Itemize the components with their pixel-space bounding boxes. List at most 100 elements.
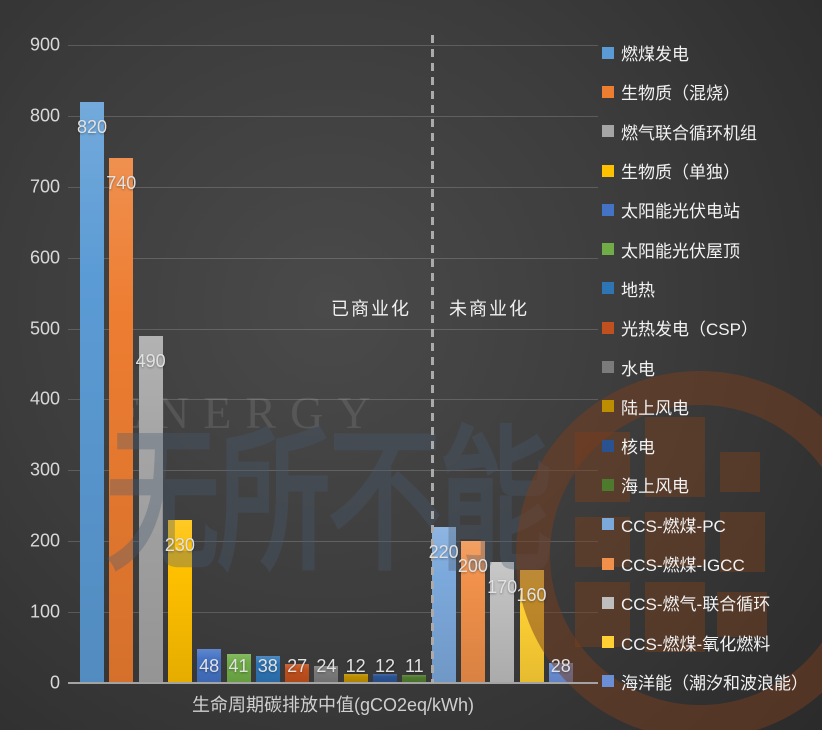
bar-value-label-12: 11 (404, 656, 424, 676)
legend-item-label: 生物质（单独） (621, 163, 740, 183)
legend-item-7: 地热 (602, 269, 808, 308)
y-tick-label-800: 800 (29, 105, 60, 126)
bar-10 (343, 674, 368, 683)
legend-swatch-icon (602, 282, 614, 295)
y-tick-label-600: 600 (29, 247, 60, 268)
gridline-800 (68, 115, 598, 117)
legend-item-11: 核电 (602, 426, 808, 465)
bar-12 (402, 675, 427, 683)
bar-11 (373, 674, 397, 683)
gridline-300 (68, 470, 598, 472)
legend-swatch-icon (602, 596, 614, 609)
bar-value-label-4: 230 (164, 534, 195, 555)
bar-value-label-6: 41 (228, 656, 249, 676)
legend-item-label: 海上风电 (621, 477, 689, 497)
legend-swatch-icon (602, 400, 614, 413)
legend-item-3: 燃气联合循环机组 (602, 112, 808, 151)
bar-value-label-17: 28 (550, 656, 571, 676)
legend-swatch-icon (602, 518, 614, 531)
legend-swatch-icon (602, 85, 614, 98)
bar-15 (490, 562, 515, 683)
legend: 燃煤发电生物质（混烧） 燃气联合循环机组 生物质（单独） 太阳能光伏电站 太阳能光伏屋顶… (602, 33, 808, 701)
y-tick-label-900: 900 (29, 34, 60, 55)
legend-swatch-icon (602, 675, 614, 688)
legend-item-label: 生物质（混烧） (621, 84, 740, 104)
legend-swatch-icon (602, 361, 614, 374)
legend-swatch-icon (602, 478, 614, 491)
y-tick-label-400: 400 (29, 388, 60, 409)
bar-8 (285, 663, 310, 684)
gridline-200 (68, 541, 598, 543)
bar-value-label-14: 200 (457, 556, 488, 577)
group-label-commercialized: 已商业化 (331, 299, 411, 319)
legend-item-4: 生物质（单独） (602, 151, 808, 190)
group-label-not-commercialized: 未商业化 (449, 299, 529, 319)
bar-value-label-5: 48 (199, 656, 220, 676)
y-tick-label-700: 700 (29, 176, 60, 197)
legend-item-14: CCS-燃煤-IGCC (602, 544, 808, 583)
bar-value-label-10: 12 (345, 656, 366, 676)
bar-5 (197, 648, 222, 683)
bar-value-label-7: 38 (257, 656, 278, 676)
legend-item-label: CCS-燃煤-PC (621, 516, 726, 536)
bar-9 (314, 665, 339, 683)
bar-3 (138, 335, 163, 684)
legend-item-label: CCS-燃煤-IGCC (621, 556, 745, 575)
legend-item-label: CCS-燃煤-氧化燃料 (621, 634, 771, 654)
bar-value-label-15: 170 (487, 577, 518, 598)
legend-item-label: 陆上风电 (621, 398, 689, 418)
gridline-100 (68, 612, 598, 614)
legend-item-9: 水电 (602, 347, 808, 386)
x-axis-title: 生命周期碳排放中值(gCO2eq/kWh) (191, 695, 475, 715)
bar-value-label-2: 740 (106, 173, 137, 194)
bar-value-label-9: 24 (316, 656, 337, 676)
legend-swatch-icon (602, 46, 614, 59)
legend-item-8: 光热发电（CSP） (602, 308, 808, 347)
legend-item-6: 太阳能光伏屋顶 (602, 229, 808, 268)
legend-item-13: CCS-燃煤-PC (602, 505, 808, 544)
bar-1 (80, 101, 104, 684)
x-axis-line (68, 682, 598, 684)
gridline-500 (68, 328, 598, 330)
legend-swatch-icon (602, 164, 614, 177)
bar-value-label-8: 27 (287, 656, 308, 676)
legend-item-16: CCS-燃煤-氧化燃料 (602, 622, 808, 661)
bar-value-label-1: 820 (76, 116, 108, 137)
bar-13 (431, 527, 456, 683)
bar-value-label-11: 12 (374, 656, 396, 676)
commercialization-divider-dashed-line (431, 35, 434, 683)
legend-item-label: 燃气联合循环机组 (621, 123, 757, 143)
bar-value-label-3: 490 (135, 350, 166, 371)
watermark-slogan-text: 无所不能 (106, 416, 553, 590)
legend-item-label: 太阳能光伏屋顶 (621, 241, 740, 261)
legend-item-label: 海洋能（潮汐和波浪能） (621, 673, 808, 693)
gridline-900 (68, 45, 598, 46)
legend-swatch-icon (602, 243, 614, 256)
bar-14 (460, 541, 485, 683)
legend-swatch-icon (602, 557, 614, 570)
legend-swatch-icon (602, 203, 614, 216)
legend-item-12: 海上风电 (602, 465, 808, 504)
legend-item-label: 水电 (621, 359, 655, 379)
watermark-logo-ring (516, 371, 822, 730)
legend-item-label: 地热 (621, 280, 655, 300)
legend-swatch-icon (602, 439, 614, 452)
legend-item-2: 生物质（混烧） (602, 72, 808, 111)
gridline-700 (68, 186, 598, 188)
legend-item-15: CCS-燃气-联合循环 (602, 583, 808, 622)
legend-swatch-icon (602, 321, 614, 334)
legend-item-5: 太阳能光伏电站 (602, 190, 808, 229)
y-tick-label-500: 500 (29, 318, 60, 339)
y-tick-label-300: 300 (29, 459, 60, 480)
legend-item-10: 陆上风电 (602, 387, 808, 426)
y-tick-label-0: 0 (49, 672, 60, 693)
y-tick-label-100: 100 (29, 601, 60, 622)
legend-item-label: 太阳能光伏电站 (621, 202, 740, 222)
legend-item-17: 海洋能（潮汐和波浪能） (602, 662, 808, 701)
legend-item-1: 燃煤发电 (602, 33, 808, 72)
bar-4 (167, 519, 192, 684)
legend-swatch-icon (602, 125, 614, 138)
legend-item-label: CCS-燃气-联合循环 (621, 595, 771, 615)
gridline-600 (68, 257, 598, 259)
